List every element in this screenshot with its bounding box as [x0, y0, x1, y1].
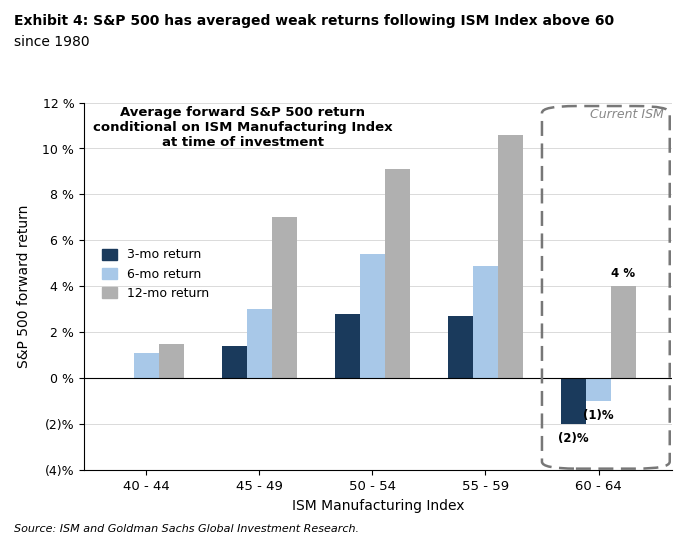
- Text: (1)%: (1)%: [583, 409, 614, 422]
- Bar: [586, 378, 611, 401]
- Bar: [385, 169, 410, 378]
- Bar: [272, 217, 297, 378]
- Text: Source: ISM and Goldman Sachs Global Investment Research.: Source: ISM and Goldman Sachs Global Inv…: [14, 523, 359, 534]
- Bar: [335, 314, 360, 378]
- Legend: 3-mo return, 6-mo return, 12-mo return: 3-mo return, 6-mo return, 12-mo return: [102, 248, 209, 300]
- Bar: [448, 316, 473, 378]
- Bar: [360, 254, 385, 378]
- Bar: [222, 346, 247, 378]
- Bar: [473, 266, 498, 378]
- Text: Average forward S&P 500 return
conditional on ISM Manufacturing Index
at time of: Average forward S&P 500 return condition…: [93, 106, 393, 149]
- Text: Current ISM: Current ISM: [590, 109, 664, 122]
- Bar: [611, 286, 636, 378]
- Bar: [159, 343, 183, 378]
- Bar: [561, 378, 586, 424]
- Y-axis label: S&P 500 forward return: S&P 500 forward return: [18, 205, 32, 368]
- Bar: [498, 135, 523, 378]
- Bar: [247, 309, 272, 378]
- Text: Exhibit 4: S&P 500 has averaged weak returns following ISM Index above 60: Exhibit 4: S&P 500 has averaged weak ret…: [14, 14, 614, 28]
- Bar: [134, 353, 159, 378]
- X-axis label: ISM Manufacturing Index: ISM Manufacturing Index: [292, 500, 464, 514]
- Text: (2)%: (2)%: [559, 432, 589, 445]
- Text: since 1980: since 1980: [14, 35, 90, 49]
- Text: 4 %: 4 %: [611, 267, 636, 280]
